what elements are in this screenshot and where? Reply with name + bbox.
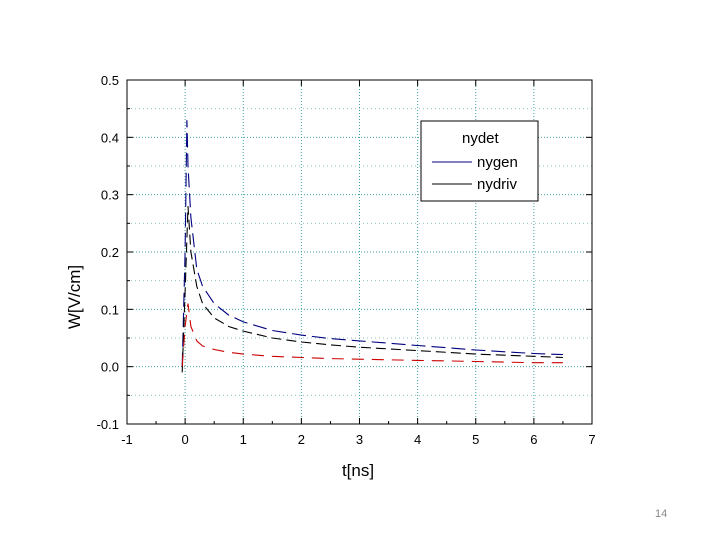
x-tick-label: 6 [530, 432, 537, 447]
y-tick-label: -0.1 [97, 417, 119, 432]
series-line-nydet [181, 303, 563, 367]
x-tick-label: 3 [356, 432, 363, 447]
x-tick-label: 7 [588, 432, 595, 447]
legend-label-nydriv: nydriv [477, 176, 518, 193]
slide-number: 14 [655, 508, 668, 520]
y-tick-label: 0.1 [101, 302, 119, 317]
x-tick-label: 0 [182, 432, 189, 447]
series-line-nygen [181, 120, 563, 367]
legend-title: nydet [462, 130, 500, 147]
legend-label-nygen: nygen [477, 154, 518, 171]
y-axis-title: W[V/cm] [65, 265, 84, 329]
y-tick-label: 0.2 [101, 245, 119, 260]
y-tick-label: 0.5 [101, 73, 119, 88]
legend: nydet nygen nydriv [420, 120, 539, 202]
x-tick-label: 5 [472, 432, 479, 447]
legend-box [420, 120, 539, 202]
x-tick-labels: -1 0 1 2 3 4 5 6 7 [121, 432, 595, 447]
x-tick-label: 2 [298, 432, 305, 447]
x-tick-label: 1 [240, 432, 247, 447]
plot-frame [126, 79, 593, 425]
series-line-nydriv [181, 206, 563, 373]
x-tick-label: -1 [121, 432, 133, 447]
x-axis-title: t[ns] [342, 461, 374, 480]
series-layer [181, 120, 563, 373]
y-tick-label: 0.4 [101, 130, 119, 145]
y-tick-label: 0.0 [101, 360, 119, 375]
y-tick-labels: -0.1 0.0 0.1 0.2 0.3 0.4 0.5 [97, 73, 119, 432]
x-tick-label: 4 [414, 432, 421, 447]
y-tick-label: 0.3 [101, 188, 119, 203]
